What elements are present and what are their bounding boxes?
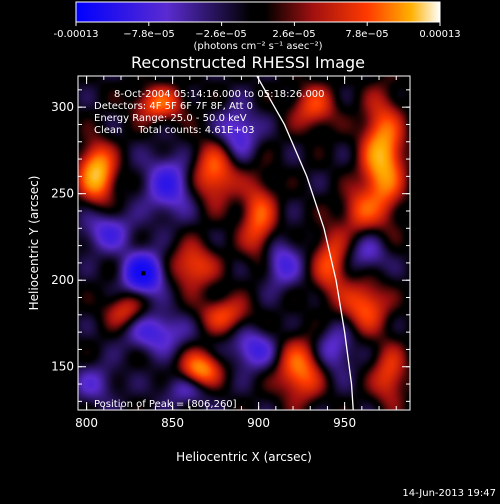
footer-date: 14-Jun-2013 19:47 [402,488,496,499]
x-tick-label: 900 [247,416,270,430]
colorbar-tick-label: 2.6e−05 [272,29,315,40]
solar-limb-curve [256,76,354,410]
colorbar [75,1,441,23]
colorbar-tick-label: 7.8e−05 [345,29,388,40]
peak-marker [141,271,146,276]
colorbar-ticks [75,22,441,26]
x-tick-label: 850 [161,416,184,430]
x-tick-labels: 800 850 900 950 [75,416,356,430]
annotation-time-range: 8-Oct-2004 05:14:16.000 to 05:18:26.000 [114,89,325,100]
x-axis-label: Heliocentric X (arcsec) [176,450,312,464]
y-tick-label: 200 [51,273,74,287]
chart-title: Reconstructed RHESSI Image [131,53,365,72]
y-tick-label: 300 [51,100,74,114]
annotation-detectors: Detectors: 4F 5F 6F 7F 8F, Att 0 [94,101,253,112]
colorbar-tick-label: −7.8e−05 [123,29,175,40]
plot-frame [77,75,411,411]
y-tick-labels: 150 200 250 300 [51,100,74,374]
annotation-peak: Position of Peak = [806,260] [94,399,237,410]
colorbar-tick-label: 0.00013 [419,29,460,40]
y-axis-label: Heliocentric Y (arcsec) [27,176,41,311]
annotation-energy: Energy Range: 25.0 - 50.0 keV [94,113,247,124]
y-tick-label: 150 [51,360,74,374]
colorbar-units: (photons cm⁻² s⁻¹ asec⁻²) [193,41,322,52]
x-tick-label: 950 [333,416,356,430]
x-tick-label: 800 [75,416,98,430]
heatmap-image [78,76,410,410]
annotation-clean: Clean Total counts: 4.61E+03 [94,125,254,136]
axis-ticks [78,76,410,410]
y-tick-label: 250 [51,187,74,201]
colorbar-tick-label: −2.6e−05 [195,29,247,40]
colorbar-tick-label: -0.00013 [54,29,99,40]
